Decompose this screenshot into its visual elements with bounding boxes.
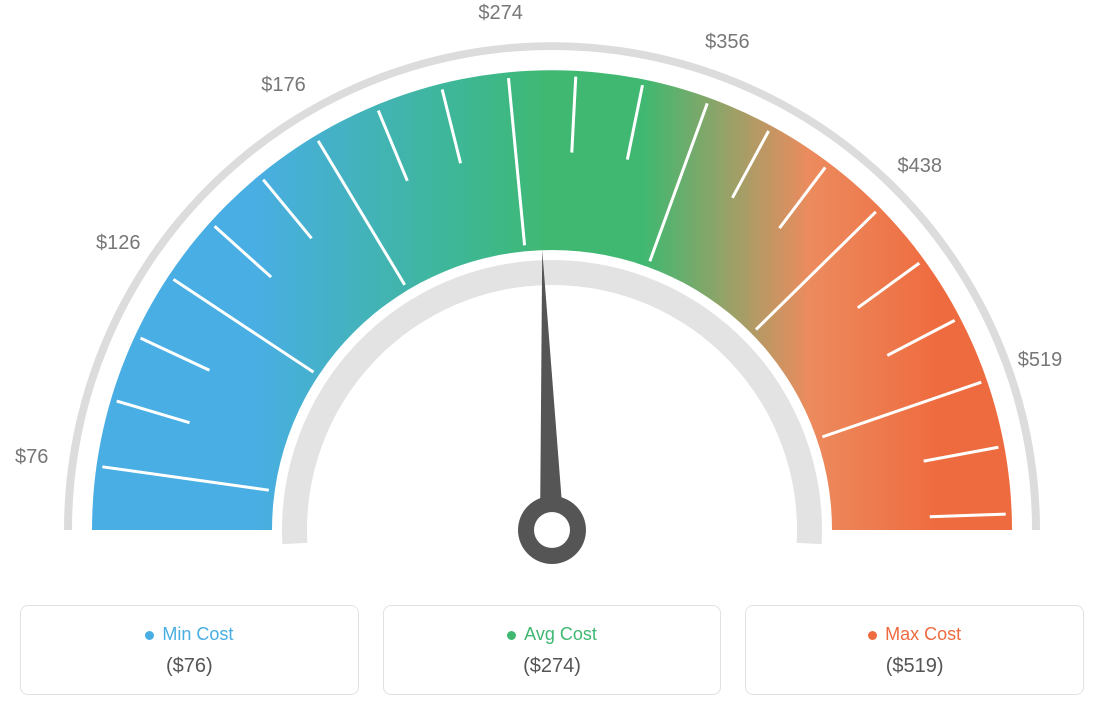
scale-label: $356 — [705, 31, 750, 54]
dot-icon — [868, 631, 877, 640]
gauge-svg — [20, 20, 1084, 580]
dot-icon — [145, 631, 154, 640]
scale-label: $519 — [1018, 349, 1063, 372]
legend-title-avg: Avg Cost — [396, 624, 709, 645]
legend-card-max: Max Cost ($519) — [745, 605, 1084, 695]
legend-card-min: Min Cost ($76) — [20, 605, 359, 695]
dot-icon — [507, 631, 516, 640]
legend-title-max: Max Cost — [758, 624, 1071, 645]
legend-card-avg: Avg Cost ($274) — [383, 605, 722, 695]
legend-label-min: Min Cost — [162, 624, 233, 644]
legend-value-avg: ($274) — [396, 655, 709, 678]
cost-gauge-chart: $76$126$176$274$356$438$519 — [20, 20, 1084, 585]
legend-title-min: Min Cost — [33, 624, 346, 645]
scale-label: $176 — [261, 74, 306, 97]
legend-label-max: Max Cost — [885, 624, 961, 644]
scale-label: $274 — [478, 2, 523, 25]
legend-label-avg: Avg Cost — [524, 624, 597, 644]
legend-value-min: ($76) — [33, 655, 346, 678]
legend-row: Min Cost ($76) Avg Cost ($274) Max Cost … — [20, 605, 1084, 695]
legend-value-max: ($519) — [758, 655, 1071, 678]
scale-label: $76 — [15, 446, 48, 469]
scale-label: $126 — [96, 232, 141, 255]
scale-label: $438 — [897, 155, 942, 178]
